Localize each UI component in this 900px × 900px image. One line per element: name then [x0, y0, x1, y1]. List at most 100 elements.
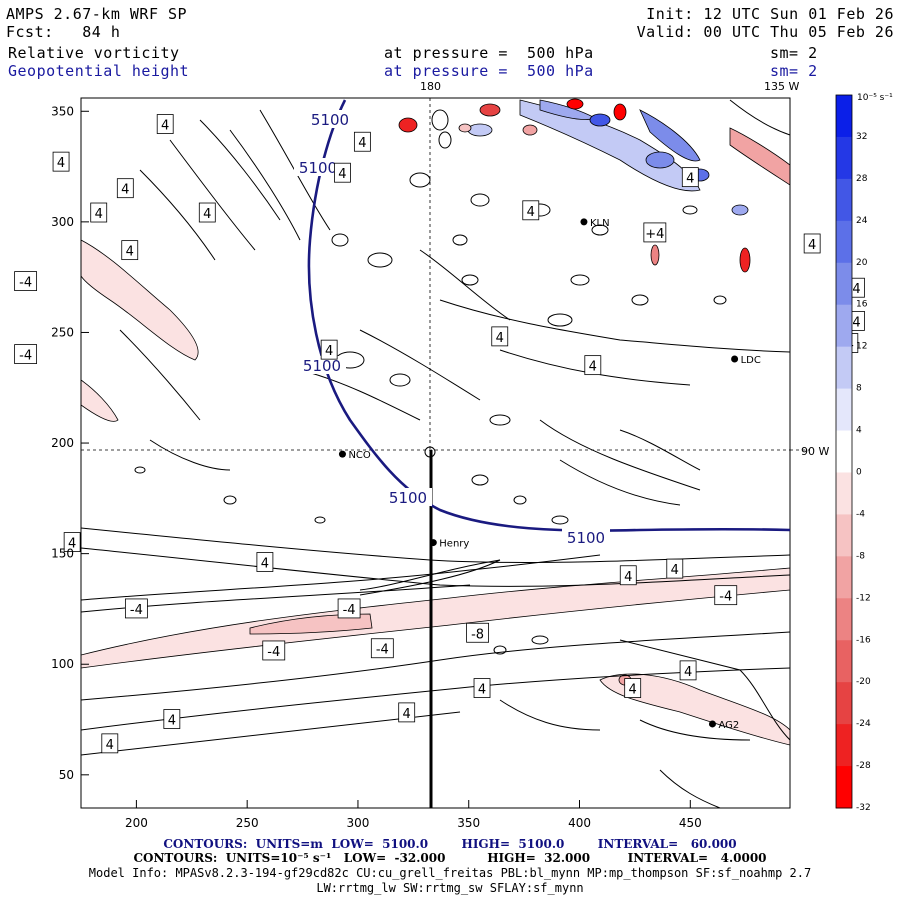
vorticity-contour-label: 4	[403, 707, 411, 722]
positive-vorticity-cell	[589, 113, 611, 127]
vorticity-contour-label: -4	[719, 590, 732, 605]
vorticity-label-box	[491, 326, 509, 347]
vorticity-contour-label: 4	[261, 556, 269, 571]
station-label: LDC	[741, 355, 761, 366]
coastline	[729, 99, 791, 136]
colorbar-swatch	[836, 724, 852, 767]
vorticity-contour-label: -8	[471, 627, 484, 642]
vorticity-contour-label: 4	[161, 119, 169, 134]
vorticity-contour-label: 4	[325, 344, 333, 359]
station-layer: NCO KLN LDC Henry AG2	[338, 218, 761, 731]
vorticity-contour-label: 4	[121, 183, 129, 198]
vorticity-label-box	[466, 622, 489, 643]
vorticity-contours	[81, 109, 790, 808]
vorticity-contour-label: 4	[95, 207, 103, 222]
colorbar-tick-label: 28	[856, 174, 868, 184]
colorbar-swatch	[836, 598, 852, 641]
y-tick-label: 50	[59, 768, 74, 782]
x-tick-label: 250	[236, 816, 259, 830]
x-tick-label: 450	[679, 816, 702, 830]
colorbar-swatch	[836, 262, 852, 306]
colorbar-tick-label: -28	[856, 761, 871, 771]
vorticity-label-box	[337, 598, 361, 619]
height-label-bg	[384, 488, 432, 506]
colorbar-tick-label: -20	[856, 677, 871, 687]
negative-vorticity-cell	[479, 103, 501, 117]
colorbar: 32 28 24 20 16 12 8 4 0 -4 -8 -12 -16 -20 -24 -28 -32	[835, 94, 871, 813]
colorbar-swatch	[836, 556, 852, 599]
vorticity-contour-label: 4	[478, 683, 486, 698]
y-tick-label: 300	[51, 215, 74, 229]
colorbar-swatch	[836, 95, 852, 138]
colorbar-tick-label: -32	[856, 803, 871, 813]
station-marker	[429, 539, 437, 547]
vorticity-contour-label: 4	[358, 136, 366, 151]
vorticity-contour-label: 4	[589, 360, 597, 375]
vorticity-label-box	[624, 678, 642, 698]
station-marker	[338, 450, 346, 458]
model-info-physics: LW:rrtmg_lw SW:rrtmg_sw SFLAY:sf_mynn	[316, 881, 584, 895]
init-time: Init: 12 UTC Sun 01 Feb 26	[646, 5, 894, 23]
station-marker	[580, 218, 588, 226]
vorticity-label-box	[714, 585, 738, 606]
station-marker	[731, 355, 739, 363]
vorticity-contour-label: -4	[19, 349, 32, 364]
negative-vorticity-band	[81, 239, 199, 361]
colorbar-tick-label: -4	[856, 509, 865, 519]
colorbar-swatch	[836, 346, 852, 390]
vorticity-label-box	[14, 344, 38, 364]
vorticity-contour-label: -4	[267, 645, 280, 660]
meridian-label-top: 180	[420, 80, 441, 93]
negative-vorticity-band	[81, 567, 790, 669]
field1-smoothing: sm= 2	[770, 44, 818, 62]
positive-vorticity-cell	[645, 151, 675, 169]
vorticity-contour-label: 4	[338, 167, 346, 182]
negative-vorticity-band	[249, 613, 373, 635]
vorticity-contour-info: CONTOURS: UNITS=10⁻⁵ s⁻¹ LOW= -32.000 HI…	[133, 851, 767, 865]
colorbar-tick-label: -12	[856, 593, 871, 603]
positive-vorticity-cell	[467, 123, 493, 137]
height-contour-label: 5100	[303, 357, 341, 375]
negative-vorticity-cell	[458, 123, 472, 133]
vorticity-label-box	[522, 200, 540, 221]
y-tick-label: 100	[51, 657, 74, 671]
vorticity-contour-label: 4	[684, 665, 692, 680]
negative-vorticity-cell	[613, 103, 627, 121]
colorbar-tick-label: 4	[856, 426, 862, 436]
model-title: AMPS 2.67-km WRF SP	[6, 5, 188, 23]
height-contour-info: CONTOURS: UNITS=m LOW= 5100.0 HIGH= 5100…	[163, 837, 737, 851]
colorbar-swatch	[836, 514, 852, 557]
meridian-label-right: 90 W	[801, 445, 829, 458]
colorbar-swatch	[836, 136, 852, 180]
map-frame	[80, 97, 791, 809]
height-label-bg	[298, 356, 346, 374]
vorticity-contour-label: -4	[376, 643, 389, 658]
station-label: KLN	[590, 218, 610, 229]
negative-vorticity-cell	[566, 98, 584, 110]
colorbar-swatch	[836, 682, 852, 725]
colorbar-tick-label: 8	[856, 384, 862, 394]
colorbar-tick-label: 16	[856, 300, 868, 310]
vorticity-contour-label: 4	[852, 315, 860, 330]
geopotential-5100-contour	[307, 99, 791, 532]
colorbar-unit: 10⁻⁵ s⁻¹	[857, 93, 893, 103]
height-contour-label: 5100	[299, 159, 337, 177]
vorticity-label-box	[619, 565, 637, 586]
vorticity-label-box	[679, 660, 697, 681]
height-contour-label: 5100	[567, 529, 605, 547]
height-label-bg	[294, 158, 342, 176]
vorticity-label-box	[353, 131, 371, 152]
height-label-bg	[562, 528, 610, 546]
vorticity-label-box	[163, 709, 181, 729]
vorticity-label-box	[116, 178, 134, 199]
model-info: Model Info: MPASv8.2.3-194-gf29cd82c CU:…	[88, 866, 812, 880]
vorticity-label-box	[121, 240, 139, 261]
vorticity-contour-label: 4	[496, 331, 504, 346]
vorticity-contour-label: 4	[68, 537, 76, 552]
forecast-hour: Fcst: 84 h	[6, 23, 121, 41]
colorbar-tick-label: -16	[856, 635, 871, 645]
height-label-bg	[306, 110, 354, 128]
colorbar-swatch	[836, 220, 852, 264]
vorticity-contour-label: 4	[527, 205, 535, 220]
